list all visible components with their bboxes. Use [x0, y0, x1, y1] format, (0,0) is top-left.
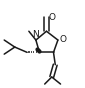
Text: N: N [32, 30, 39, 39]
Text: O: O [59, 35, 66, 44]
Text: O: O [49, 13, 56, 22]
